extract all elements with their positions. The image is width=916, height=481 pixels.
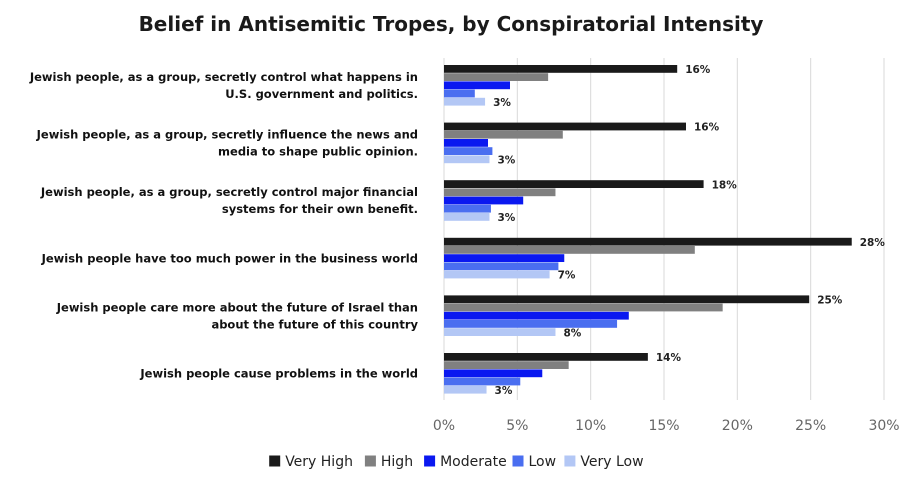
x-tick-label: 0% — [433, 418, 455, 434]
bar — [444, 262, 559, 271]
bar — [444, 303, 723, 312]
x-axis-ticks: 0% 5% 10% 15% 20% 25% 30% — [433, 418, 900, 434]
x-tick-label: 10% — [575, 418, 606, 434]
gridlines — [443, 58, 885, 400]
data-label: 3% — [493, 97, 511, 109]
bar — [444, 369, 543, 378]
data-label: 3% — [497, 212, 515, 224]
legend-label: Very Low — [580, 454, 643, 470]
category-label: systems for their own benefit. — [222, 202, 418, 216]
x-tick-label: 5% — [506, 418, 528, 434]
data-label: 8% — [563, 327, 581, 339]
bar — [444, 237, 852, 246]
legend-swatch — [424, 455, 436, 467]
data-label: 7% — [558, 270, 576, 282]
bar — [444, 73, 549, 81]
data-labels: 16% 16% 18% 28% 25% 14% 3% 3% 3% 7% 8% 3% — [493, 64, 885, 397]
category-label: Jewish people care more about the future… — [56, 300, 418, 314]
bar — [444, 385, 487, 394]
bar — [444, 196, 524, 205]
bar — [444, 97, 486, 106]
bar — [444, 81, 510, 90]
legend-swatch — [269, 455, 281, 467]
bar — [444, 311, 629, 320]
bar — [444, 122, 686, 131]
legend-item: Very Low — [564, 454, 644, 470]
legend-swatch — [364, 455, 376, 467]
data-label: 28% — [860, 237, 886, 249]
bar — [444, 377, 521, 386]
legend-swatch — [564, 455, 576, 467]
bar — [444, 295, 810, 304]
bar — [444, 270, 550, 279]
bar — [444, 213, 490, 221]
chart-title: Belief in Antisemitic Tropes, by Conspir… — [139, 12, 764, 36]
data-label: 14% — [656, 352, 682, 364]
legend-item: High — [364, 454, 413, 470]
x-tick-label: 20% — [722, 418, 753, 434]
x-tick-label: 25% — [795, 418, 826, 434]
category-labels: Jewish people, as a group, secretly cont… — [29, 70, 419, 381]
bar — [444, 130, 563, 139]
data-label: 16% — [685, 64, 711, 76]
legend-label: Moderate — [440, 454, 507, 470]
category-label: Jewish people, as a group, secretly infl… — [36, 128, 418, 142]
bar — [444, 65, 678, 73]
data-label: 18% — [712, 179, 738, 191]
category-label: Jewish people, as a group, secretly cont… — [29, 70, 418, 84]
category-label: media to shape public opinion. — [218, 145, 418, 159]
x-tick-label: 15% — [648, 418, 679, 434]
bar — [444, 139, 488, 147]
category-label: Jewish people have too much power in the… — [41, 251, 418, 265]
category-label: U.S. government and politics. — [225, 87, 418, 101]
legend-label: High — [381, 454, 413, 470]
legend-label: Very High — [285, 454, 353, 470]
legend: Very High High Moderate Low Very Low — [269, 454, 644, 470]
bar — [444, 361, 569, 369]
legend-label: Low — [529, 454, 557, 470]
bar — [444, 180, 704, 188]
legend-swatch — [512, 455, 524, 467]
x-tick-label: 30% — [868, 418, 899, 434]
bar — [444, 328, 556, 336]
bar — [444, 353, 648, 361]
data-label: 25% — [817, 295, 843, 307]
bar — [444, 204, 491, 213]
data-label: 16% — [694, 122, 720, 134]
bar — [444, 147, 493, 155]
bars — [444, 65, 852, 394]
category-label: Jewish people, as a group, secretly cont… — [40, 185, 418, 199]
data-label: 3% — [495, 385, 513, 397]
bar — [444, 188, 556, 197]
legend-item: Very High — [269, 454, 353, 470]
legend-item: Moderate — [424, 454, 507, 470]
bar — [444, 89, 475, 98]
data-label: 3% — [497, 155, 515, 167]
bar — [444, 320, 618, 328]
category-label: Jewish people cause problems in the worl… — [139, 367, 418, 381]
legend-item: Low — [512, 454, 557, 470]
category-label: about the future of this country — [211, 317, 418, 331]
bar — [444, 246, 695, 254]
bar — [444, 155, 490, 164]
bar — [444, 254, 565, 262]
